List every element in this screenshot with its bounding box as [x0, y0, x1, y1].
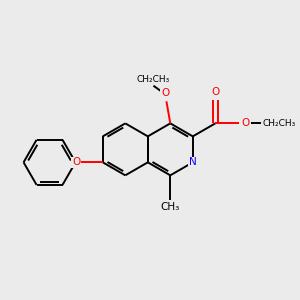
Text: O: O — [161, 88, 169, 98]
Text: O: O — [72, 157, 80, 167]
Text: O: O — [242, 118, 250, 128]
Text: CH₃: CH₃ — [161, 202, 180, 212]
Text: N: N — [189, 157, 197, 167]
Text: CH₂CH₃: CH₂CH₃ — [137, 75, 170, 84]
Text: O: O — [211, 87, 219, 97]
Text: CH₂CH₃: CH₂CH₃ — [262, 119, 295, 128]
